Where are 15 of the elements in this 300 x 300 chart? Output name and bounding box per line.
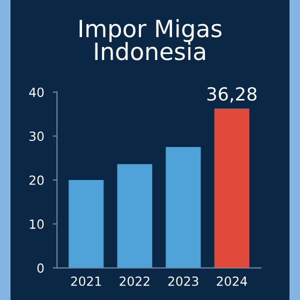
bar [68, 180, 104, 268]
x-tick-label: 2022 [120, 276, 150, 286]
data-label: 36,28 [207, 87, 256, 103]
x-tick-label: 2021 [71, 276, 101, 286]
chart-title: Impor Migas Indonesia [80, 19, 222, 60]
y-tick-label: 20 [30, 175, 44, 185]
y-tick-label: 10 [30, 219, 44, 229]
y-tick-label: 0 [37, 263, 44, 273]
x-tick-label: 2023 [168, 276, 198, 286]
x-tick-label: 2024 [216, 276, 248, 286]
y-tick-label: 40 [29, 88, 44, 98]
bar [117, 164, 152, 268]
bar [214, 108, 250, 268]
y-tick-label: 30 [30, 132, 44, 141]
bar [166, 147, 201, 268]
